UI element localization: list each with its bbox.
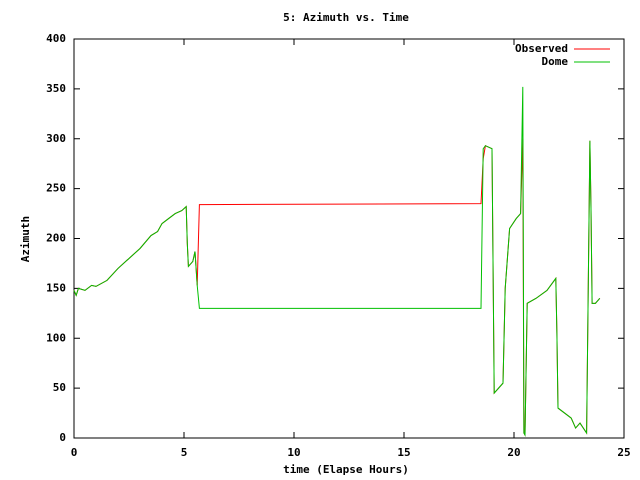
y-tick-label: 350 (46, 82, 66, 95)
x-tick-label: 20 (507, 446, 520, 459)
x-axis-label: time (Elapse Hours) (283, 463, 409, 476)
y-tick-label: 200 (46, 232, 66, 245)
y-axis-label: Azimuth (19, 216, 32, 262)
y-tick-label: 0 (59, 431, 66, 444)
y-tick-label: 400 (46, 32, 66, 45)
y-tick-label: 250 (46, 182, 66, 195)
legend-label: Observed (515, 42, 568, 55)
x-tick-label: 10 (287, 446, 300, 459)
x-tick-label: 0 (71, 446, 78, 459)
chart-title: 5: Azimuth vs. Time (283, 11, 409, 24)
plot-border (73, 38, 625, 439)
legend-label: Dome (542, 55, 569, 68)
x-tick-label: 5 (181, 446, 188, 459)
x-tick-label: 15 (397, 446, 410, 459)
series-line (73, 86, 601, 437)
y-tick-label: 50 (53, 381, 66, 394)
y-tick-label: 300 (46, 132, 66, 145)
x-tick-label: 25 (617, 446, 630, 459)
y-tick-label: 100 (46, 331, 66, 344)
y-tick-label: 150 (46, 281, 66, 294)
